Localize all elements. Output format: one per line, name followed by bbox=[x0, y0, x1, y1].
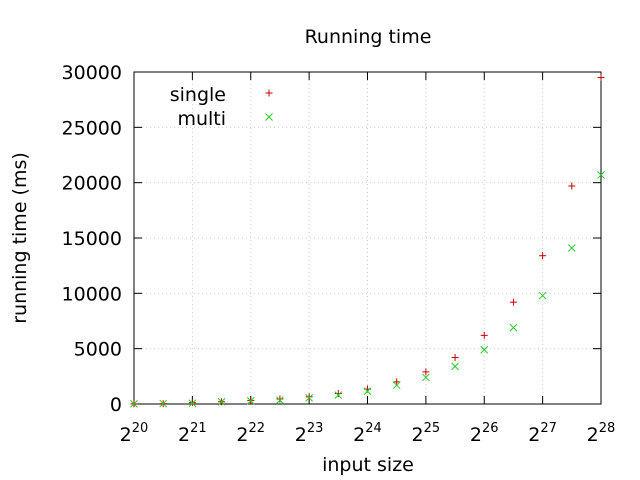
x-tick-base: 2 bbox=[412, 424, 424, 446]
x-tick-base: 2 bbox=[120, 424, 132, 446]
y-tick-label: 5000 bbox=[74, 339, 122, 361]
point-multi bbox=[246, 397, 255, 405]
point-multi bbox=[276, 396, 284, 405]
point-multi bbox=[597, 171, 605, 179]
point-single bbox=[422, 368, 430, 376]
point-multi bbox=[567, 244, 576, 252]
x-tick-label: 228 bbox=[587, 421, 616, 446]
y-tick-label: 25000 bbox=[62, 117, 122, 139]
x-tick-label: 227 bbox=[528, 421, 557, 446]
point-multi bbox=[334, 391, 343, 400]
x-tick-labels: 220 221 222 223 224 225 226 227 228 bbox=[120, 421, 616, 446]
grid bbox=[134, 72, 601, 404]
x-tick-base: 2 bbox=[295, 424, 307, 446]
point-single bbox=[509, 298, 517, 306]
legend-label-multi: multi bbox=[177, 108, 226, 130]
point-single bbox=[334, 389, 342, 397]
x-tick-label: 221 bbox=[178, 421, 207, 446]
x-tick-base: 2 bbox=[528, 424, 540, 446]
x-tick-label: 220 bbox=[120, 421, 149, 446]
y-tick-label: 0 bbox=[110, 394, 122, 416]
point-single bbox=[597, 74, 605, 82]
x-tick-label: 225 bbox=[412, 421, 441, 446]
x-tick-exponent: 20 bbox=[132, 421, 149, 436]
y-tick-label: 20000 bbox=[62, 173, 122, 195]
x-tick-exponent: 26 bbox=[482, 421, 499, 436]
point-multi bbox=[480, 345, 489, 354]
point-single bbox=[539, 252, 547, 260]
point-multi bbox=[217, 397, 226, 406]
point-single bbox=[393, 378, 401, 386]
point-multi bbox=[392, 381, 401, 390]
point-multi bbox=[422, 373, 430, 382]
point-single bbox=[568, 182, 576, 190]
legend-markers bbox=[265, 89, 273, 121]
y-axis-label: running time (ms) bbox=[9, 152, 31, 324]
point-multi bbox=[188, 399, 197, 408]
x-tick-exponent: 27 bbox=[540, 421, 557, 436]
chart-title: Running time bbox=[305, 26, 432, 48]
x-tick-base: 2 bbox=[587, 424, 599, 446]
y-tick-label: 15000 bbox=[62, 228, 122, 250]
x-tick-base: 2 bbox=[178, 424, 190, 446]
point-multi bbox=[451, 362, 459, 371]
x-tick-exponent: 22 bbox=[249, 421, 266, 436]
x-tick-exponent: 23 bbox=[307, 421, 324, 436]
y-tick-labels: 0 5000 10000 15000 20000 25000 30000 bbox=[62, 62, 122, 416]
point-multi bbox=[509, 323, 518, 332]
legend-marker-multi bbox=[265, 113, 273, 121]
y-tick-label: 10000 bbox=[62, 283, 122, 305]
point-single bbox=[276, 395, 284, 403]
x-tick-label: 224 bbox=[353, 421, 382, 446]
y-tick-label: 30000 bbox=[62, 62, 122, 84]
x-tick-base: 2 bbox=[470, 424, 482, 446]
x-tick-base: 2 bbox=[353, 424, 365, 446]
data-points bbox=[130, 74, 605, 408]
x-tick-exponent: 21 bbox=[190, 421, 207, 436]
legend: single multi bbox=[170, 84, 273, 130]
point-multi bbox=[538, 291, 547, 300]
point-single bbox=[305, 393, 313, 401]
x-axis-label: input size bbox=[322, 454, 414, 476]
point-multi bbox=[305, 394, 313, 402]
x-tick-label: 222 bbox=[236, 421, 265, 446]
legend-marker-single bbox=[265, 89, 273, 97]
x-tick-base: 2 bbox=[236, 424, 248, 446]
x-tick-label: 223 bbox=[295, 421, 324, 446]
x-tick-exponent: 25 bbox=[424, 421, 441, 436]
legend-label-single: single bbox=[170, 84, 226, 106]
x-tick-label: 226 bbox=[470, 421, 499, 446]
point-single bbox=[480, 331, 488, 339]
point-multi bbox=[363, 387, 372, 396]
point-multi bbox=[130, 400, 138, 408]
point-single bbox=[451, 354, 459, 362]
x-tick-exponent: 28 bbox=[599, 421, 616, 436]
point-multi bbox=[159, 399, 168, 408]
x-tick-exponent: 24 bbox=[365, 421, 382, 436]
